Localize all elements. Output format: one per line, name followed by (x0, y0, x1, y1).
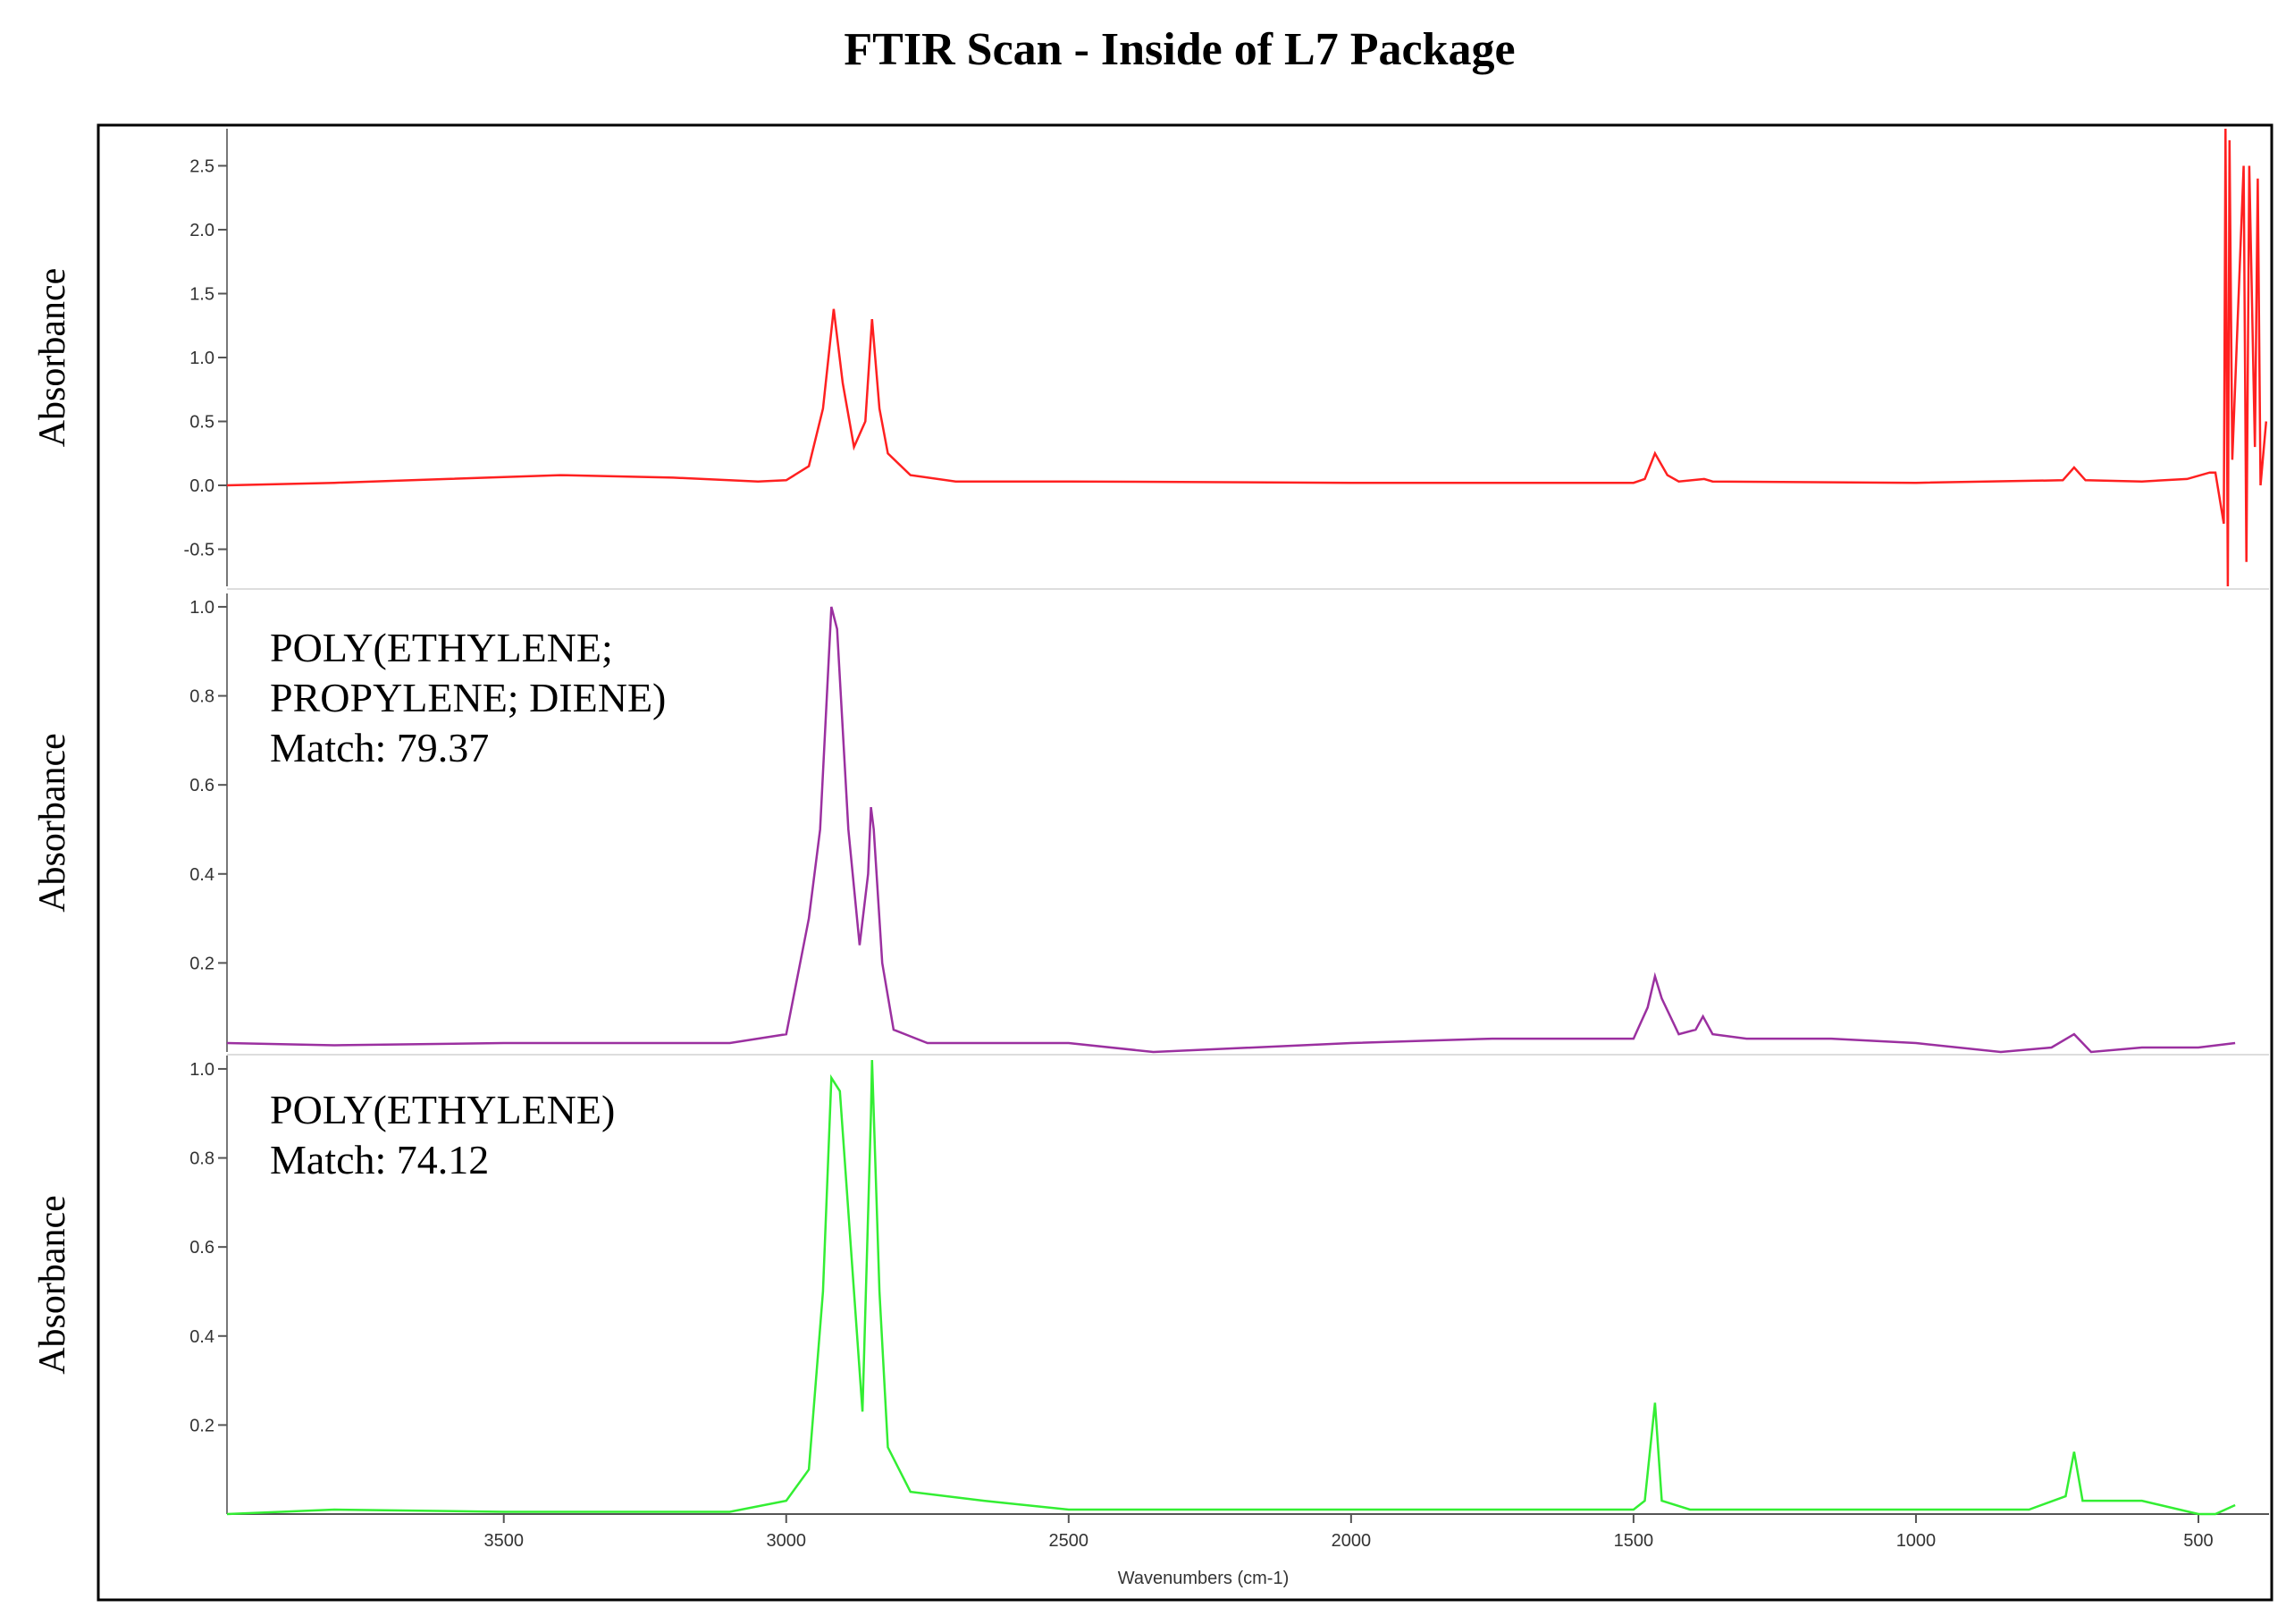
y-tick-label: 0.8 (189, 687, 214, 707)
spectrum-line (226, 1059, 2236, 1516)
y-tick-label: 1.0 (189, 349, 214, 368)
y-tick-label: 0.4 (189, 1327, 214, 1347)
x-axis-label: Wavenumbers (cm-1) (1118, 1569, 1290, 1588)
y-axis-label: Absorbance (32, 733, 73, 913)
y-tick-label: 0.2 (189, 954, 214, 973)
y-tick-label: 1.0 (189, 1060, 214, 1080)
y-tick-label: 1.5 (189, 284, 214, 304)
y-tick-label: 0.6 (189, 776, 214, 795)
frame (97, 123, 2273, 1602)
annotation: POLY(ETHYLENE; (270, 625, 613, 670)
y-tick-label: 2.5 (189, 156, 214, 176)
spectrum-line (226, 128, 2268, 587)
annotation: Match: 79.37 (270, 725, 489, 770)
y-axis-label: Absorbance (32, 1195, 73, 1375)
x-tick-label: 3500 (483, 1531, 524, 1551)
y-tick-label: 0.6 (189, 1238, 214, 1258)
y-tick-label: 0.5 (189, 413, 214, 433)
y-tick-label: 0.0 (189, 476, 214, 496)
y-tick-label: 0.4 (189, 865, 214, 885)
annotation: PROPYLENE; DIENE) (270, 675, 666, 720)
y-tick-label: 0.2 (189, 1416, 214, 1435)
y-tick-label: -0.5 (184, 541, 214, 560)
y-tick-label: 1.0 (189, 598, 214, 618)
x-tick-label: 2500 (1049, 1531, 1089, 1551)
x-tick-label: 500 (2183, 1531, 2213, 1551)
chart-title: FTIR Scan - Inside of L7 Package (844, 24, 1515, 75)
y-tick-label: 0.8 (189, 1149, 214, 1169)
spectrum-line (226, 606, 2236, 1054)
annotation: POLY(ETHYLENE) (270, 1087, 615, 1132)
x-tick-label: 2000 (1332, 1531, 1372, 1551)
annotation: Match: 74.12 (270, 1137, 489, 1182)
y-axis-label: Absorbance (32, 268, 73, 448)
x-tick-label: 1500 (1614, 1531, 1654, 1551)
y-tick-label: 2.0 (189, 221, 214, 240)
x-tick-label: 3000 (767, 1531, 807, 1551)
x-tick-label: 1000 (1896, 1531, 1937, 1551)
